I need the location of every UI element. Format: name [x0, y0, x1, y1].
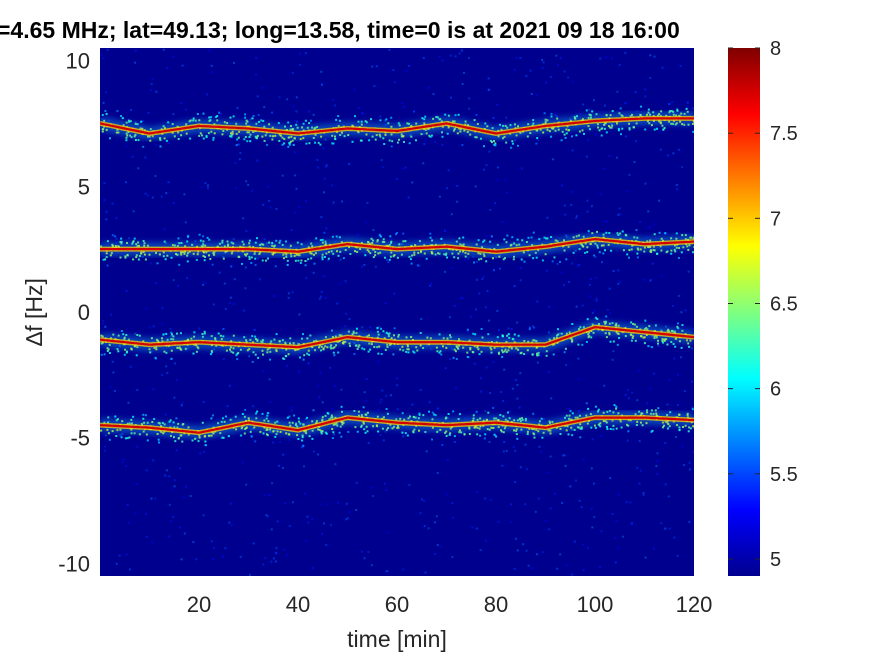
y-tick-label: -10	[58, 551, 90, 576]
trace-1	[100, 101, 694, 149]
colorbar-tick-label: 6.5	[770, 294, 798, 316]
y-tick-label: 5	[78, 174, 90, 199]
colorbar	[728, 48, 760, 576]
trace-3	[100, 309, 694, 365]
x-tick-labels: 20 40 60 80 100 120	[187, 592, 713, 617]
x-tick-label: 40	[286, 592, 310, 617]
colorbar-tick-label: 7.5	[770, 123, 798, 145]
colorbar-tick-label: 5.5	[770, 464, 798, 486]
y-tick-label: 0	[78, 300, 90, 325]
trace-1-core	[100, 117, 694, 135]
x-tick-label: 100	[577, 592, 614, 617]
x-tick-label: 60	[385, 592, 409, 617]
trace-4-core	[100, 416, 694, 434]
trace-2	[100, 220, 694, 272]
signal-traces	[100, 101, 694, 449]
x-tick-label: 120	[676, 592, 713, 617]
colorbar-tick-label: 7	[770, 208, 781, 230]
colorbar-tick-label: 6	[770, 379, 781, 401]
x-tick-label: 80	[484, 592, 508, 617]
y-axis-label: ∆f [Hz]	[21, 278, 47, 346]
x-tick-label: 20	[187, 592, 211, 617]
y-tick-label: 10	[66, 49, 90, 74]
y-tick-labels: 10 5 0 -5 -10	[58, 49, 90, 577]
y-tick-label: -5	[70, 426, 90, 451]
colorbar-tick-label: 8	[770, 38, 781, 60]
trace-3-core	[100, 325, 694, 349]
colorbar-tick-label: 5	[770, 549, 781, 571]
chart-title: =4.65 MHz; lat=49.13; long=13.58, time=0…	[0, 17, 680, 43]
trace-2-core	[100, 237, 694, 253]
x-axis-label: time [min]	[347, 626, 447, 652]
colorbar-tick-labels: 8 7.5 7 6.5 6 5.5 5	[728, 38, 798, 571]
trace-4	[100, 402, 694, 449]
